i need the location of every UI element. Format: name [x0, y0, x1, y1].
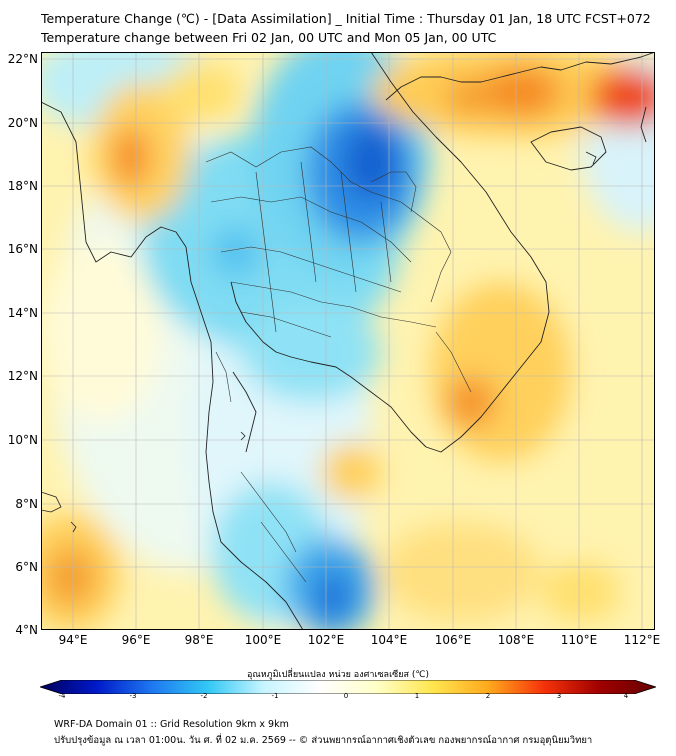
colorbar-title: อุณหภูมิเปลี่ยนแปลง หน่วย องศาเซลเซียส (…	[246, 670, 430, 680]
colorbar-tick: 3	[556, 692, 562, 700]
lon-label: 108°E	[497, 633, 535, 647]
colorbar-tick: 0	[343, 692, 349, 700]
lon-label: 106°E	[434, 633, 472, 647]
lon-label: 98°E	[184, 633, 214, 647]
colorbar-tick: -1	[271, 692, 279, 700]
map-subtitle: Temperature change between Fri 02 Jan, 0…	[41, 30, 497, 45]
province-borders	[205, 146, 472, 583]
lon-label: 96°E	[121, 633, 151, 647]
lat-label: 4°N	[15, 623, 38, 637]
lat-label: 12°N	[7, 369, 38, 383]
lon-label: 110°E	[560, 633, 598, 647]
lon-label: 94°E	[58, 633, 88, 647]
islands	[41, 151, 597, 533]
lat-label: 22°N	[7, 52, 38, 66]
lon-label: 112°E	[623, 633, 661, 647]
map-title: Temperature Change (℃) - [Data Assimilat…	[41, 11, 651, 26]
lat-label: 18°N	[7, 179, 38, 193]
colorbar-tick: 2	[485, 692, 491, 700]
coastlines	[41, 52, 655, 630]
lat-label: 20°N	[7, 116, 38, 130]
colorbar-tick: 4	[623, 692, 629, 700]
temperature-field	[41, 52, 655, 630]
colorbar-tick: -2	[200, 692, 208, 700]
colorbar-tick: -3	[129, 692, 137, 700]
lon-label: 102°E	[307, 633, 345, 647]
colorbar-tick: -4	[58, 692, 66, 700]
footer-model-info: WRF-DA Domain 01 :: Grid Resolution 9km …	[54, 719, 289, 730]
lon-label: 100°E	[244, 633, 282, 647]
lat-label: 14°N	[7, 306, 38, 320]
temperature-change-map	[41, 52, 655, 630]
lat-label: 6°N	[15, 560, 38, 574]
lat-label: 10°N	[7, 433, 38, 447]
lat-label: 16°N	[7, 242, 38, 256]
lat-lon-grid	[41, 52, 655, 630]
colorbar	[40, 680, 656, 694]
colorbar-tick: 1	[414, 692, 420, 700]
footer-update-info: ปรับปรุงข้อมูล ณ เวลา 01:00น. วัน ศ. ที่…	[54, 735, 593, 746]
colorbar-ticks: -4 -3 -2 -1 0 1 2 3 4	[0, 678, 676, 708]
lat-label: 8°N	[15, 497, 38, 511]
lon-label: 104°E	[370, 633, 408, 647]
